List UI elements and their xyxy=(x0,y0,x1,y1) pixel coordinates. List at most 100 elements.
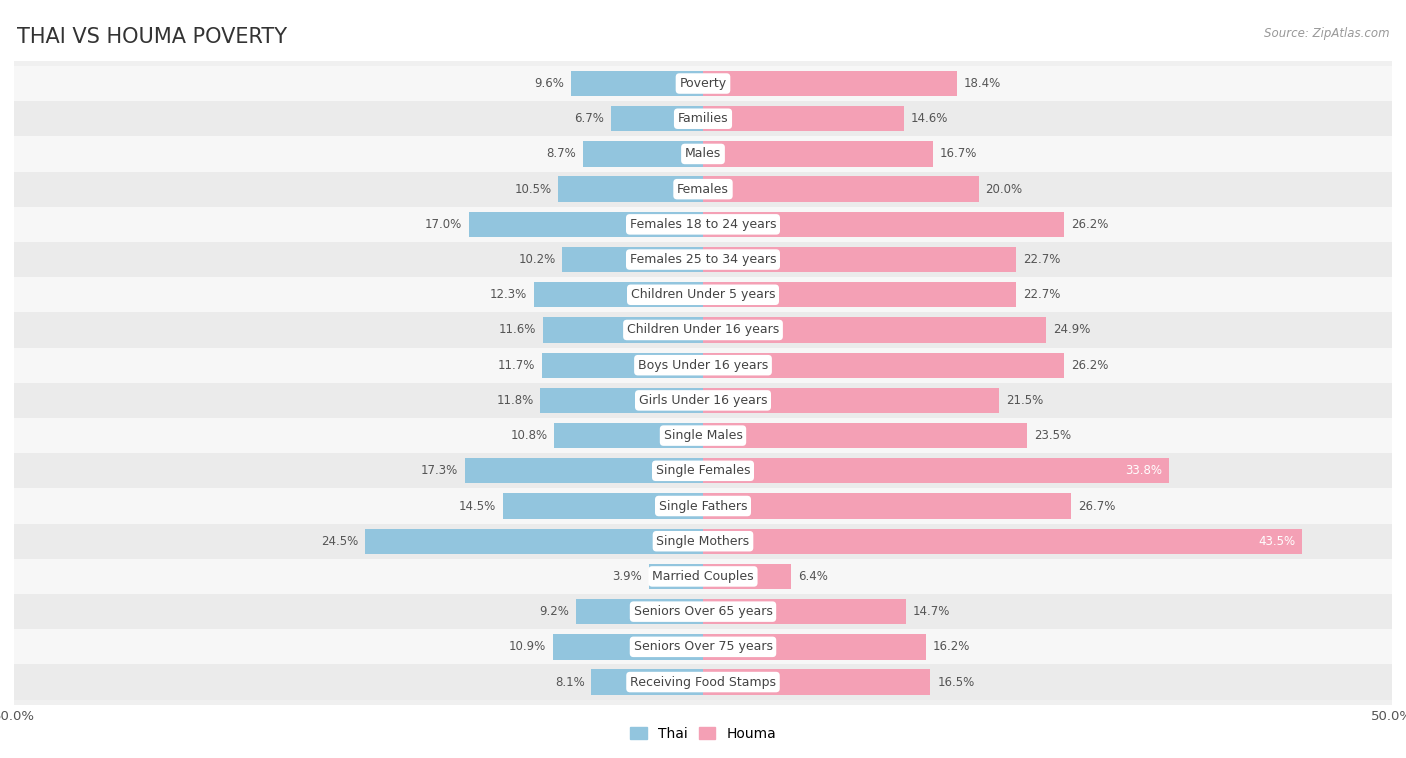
Text: Seniors Over 65 years: Seniors Over 65 years xyxy=(634,605,772,618)
Legend: Thai, Houma: Thai, Houma xyxy=(624,721,782,747)
Bar xyxy=(592,669,703,695)
Text: 17.3%: 17.3% xyxy=(420,465,458,478)
Text: 16.5%: 16.5% xyxy=(938,675,974,688)
Bar xyxy=(650,564,703,589)
Bar xyxy=(703,599,905,625)
Text: 11.7%: 11.7% xyxy=(498,359,534,371)
Bar xyxy=(703,669,931,695)
Bar xyxy=(14,242,1392,277)
Bar xyxy=(541,352,703,377)
Bar xyxy=(14,594,1392,629)
Text: 26.2%: 26.2% xyxy=(1071,359,1108,371)
Text: 6.4%: 6.4% xyxy=(799,570,828,583)
Bar xyxy=(14,559,1392,594)
Bar xyxy=(583,141,703,167)
Text: 20.0%: 20.0% xyxy=(986,183,1022,196)
Text: 14.7%: 14.7% xyxy=(912,605,950,618)
Bar xyxy=(703,493,1071,518)
Text: 10.2%: 10.2% xyxy=(519,253,555,266)
Bar xyxy=(540,388,703,413)
Bar xyxy=(703,211,1064,237)
Bar xyxy=(571,70,703,96)
Text: Married Couples: Married Couples xyxy=(652,570,754,583)
Text: 43.5%: 43.5% xyxy=(1258,534,1295,548)
Text: 33.8%: 33.8% xyxy=(1125,465,1161,478)
Text: Children Under 5 years: Children Under 5 years xyxy=(631,288,775,301)
Bar xyxy=(562,247,703,272)
Text: 9.6%: 9.6% xyxy=(534,77,564,90)
Bar xyxy=(554,423,703,448)
Text: 26.7%: 26.7% xyxy=(1078,500,1115,512)
Bar xyxy=(533,282,703,308)
Bar xyxy=(610,106,703,131)
Text: Single Mothers: Single Mothers xyxy=(657,534,749,548)
Bar xyxy=(14,101,1392,136)
Bar xyxy=(576,599,703,625)
Bar xyxy=(703,282,1015,308)
Bar xyxy=(366,528,703,554)
Bar xyxy=(14,312,1392,348)
Text: Poverty: Poverty xyxy=(679,77,727,90)
Bar xyxy=(703,106,904,131)
Bar xyxy=(703,423,1026,448)
Bar xyxy=(14,383,1392,418)
Text: Source: ZipAtlas.com: Source: ZipAtlas.com xyxy=(1264,27,1389,39)
Bar xyxy=(703,388,1000,413)
Text: THAI VS HOUMA POVERTY: THAI VS HOUMA POVERTY xyxy=(17,27,287,46)
Text: 10.5%: 10.5% xyxy=(515,183,551,196)
Bar xyxy=(703,352,1064,377)
Text: 22.7%: 22.7% xyxy=(1022,288,1060,301)
Text: Females 25 to 34 years: Females 25 to 34 years xyxy=(630,253,776,266)
Bar xyxy=(464,458,703,484)
Bar xyxy=(14,524,1392,559)
Bar xyxy=(14,453,1392,488)
Bar xyxy=(14,665,1392,700)
Text: Females: Females xyxy=(678,183,728,196)
Bar xyxy=(703,634,927,659)
Text: 6.7%: 6.7% xyxy=(574,112,603,125)
Text: 23.5%: 23.5% xyxy=(1033,429,1071,442)
Bar xyxy=(14,348,1392,383)
Bar xyxy=(703,177,979,202)
Text: Females 18 to 24 years: Females 18 to 24 years xyxy=(630,218,776,231)
Text: Single Fathers: Single Fathers xyxy=(659,500,747,512)
Text: Boys Under 16 years: Boys Under 16 years xyxy=(638,359,768,371)
Text: 14.6%: 14.6% xyxy=(911,112,949,125)
Text: 24.5%: 24.5% xyxy=(322,534,359,548)
Text: 22.7%: 22.7% xyxy=(1022,253,1060,266)
Text: 16.2%: 16.2% xyxy=(934,641,970,653)
Bar xyxy=(703,141,934,167)
Text: 21.5%: 21.5% xyxy=(1007,394,1043,407)
Text: 3.9%: 3.9% xyxy=(613,570,643,583)
Bar xyxy=(14,66,1392,101)
Text: 14.5%: 14.5% xyxy=(460,500,496,512)
Bar xyxy=(703,528,1302,554)
Bar xyxy=(703,458,1168,484)
Text: 8.7%: 8.7% xyxy=(547,148,576,161)
Bar xyxy=(14,488,1392,524)
Bar xyxy=(14,629,1392,665)
Text: Receiving Food Stamps: Receiving Food Stamps xyxy=(630,675,776,688)
Bar xyxy=(703,564,792,589)
Bar xyxy=(14,277,1392,312)
Text: Seniors Over 75 years: Seniors Over 75 years xyxy=(634,641,772,653)
Text: 11.8%: 11.8% xyxy=(496,394,533,407)
Bar xyxy=(543,318,703,343)
Text: Children Under 16 years: Children Under 16 years xyxy=(627,324,779,337)
Text: 24.9%: 24.9% xyxy=(1053,324,1091,337)
Text: 17.0%: 17.0% xyxy=(425,218,461,231)
Text: 8.1%: 8.1% xyxy=(555,675,585,688)
Text: Families: Families xyxy=(678,112,728,125)
Bar xyxy=(14,136,1392,171)
Bar xyxy=(14,207,1392,242)
Bar xyxy=(14,418,1392,453)
Text: Single Females: Single Females xyxy=(655,465,751,478)
Text: 12.3%: 12.3% xyxy=(489,288,527,301)
Text: 26.2%: 26.2% xyxy=(1071,218,1108,231)
Bar xyxy=(553,634,703,659)
Text: 11.6%: 11.6% xyxy=(499,324,536,337)
Bar xyxy=(703,318,1046,343)
Bar xyxy=(558,177,703,202)
Text: 9.2%: 9.2% xyxy=(540,605,569,618)
Bar xyxy=(703,70,956,96)
